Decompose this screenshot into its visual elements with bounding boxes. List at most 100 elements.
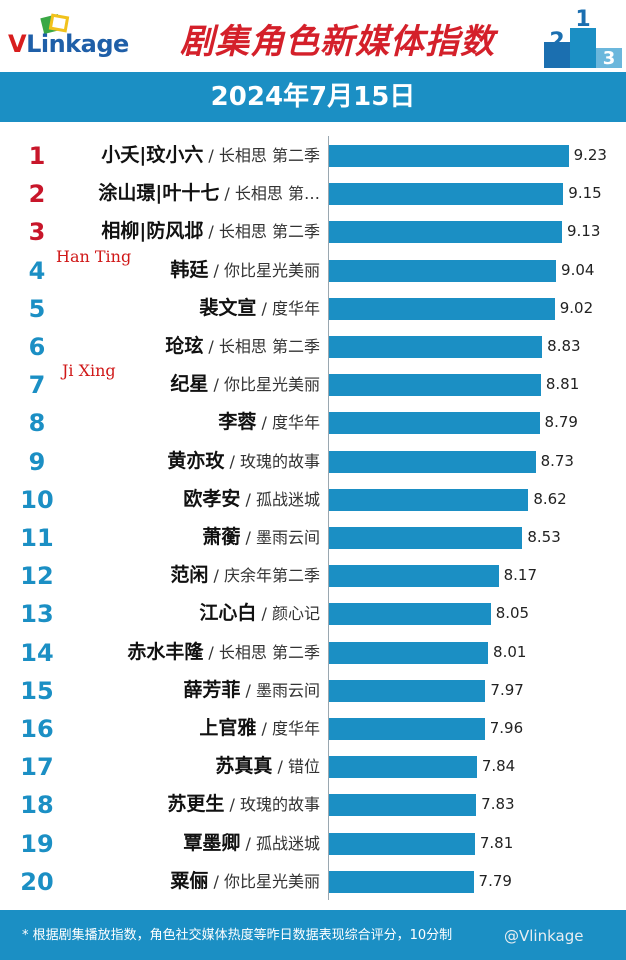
label-separator: /	[203, 222, 219, 242]
rank-number: 20	[20, 867, 54, 896]
role-name: 上官雅	[199, 717, 257, 739]
rank-number: 16	[20, 715, 54, 743]
role-name: 萧蘅	[202, 526, 241, 548]
drama-name: 你比星光美丽	[223, 375, 320, 395]
label-separator: /	[224, 451, 240, 471]
bar	[329, 450, 536, 473]
rank-number: 8	[28, 409, 46, 438]
drama-name: 长相思 第二季	[218, 642, 320, 662]
drama-name: 度华年	[271, 413, 320, 433]
rank-number: 4	[28, 256, 46, 285]
rank-number: 6	[28, 333, 46, 361]
bar-label: 赤水丰隆 / 长相思 第二季	[127, 633, 320, 671]
chart-row: 13 江心白 / 颜心记 8.05	[0, 594, 626, 632]
chart-row: 10 欧孝安 / 孤战迷城 8.62	[0, 480, 626, 518]
bar	[329, 603, 491, 626]
chart-row: 8 李蓉 / 度华年 8.79	[0, 403, 626, 441]
drama-name: 你比星光美丽	[223, 260, 320, 280]
drama-name: 长相思 第…	[234, 184, 320, 204]
role-name: 江心白	[199, 602, 257, 625]
bar-label: 苏更生 / 玫瑰的故事	[167, 785, 320, 823]
label-separator: /	[224, 795, 240, 815]
drama-name: 庆余年第二季	[223, 566, 320, 586]
bar	[329, 145, 569, 167]
bar	[329, 336, 543, 358]
role-name: 小夭|玟小六	[101, 144, 204, 166]
podium-icon: 2 1 3	[544, 8, 622, 68]
value-label: 9.04	[561, 260, 595, 279]
bar-label: 欧孝安 / 孤战迷城	[183, 480, 320, 518]
chart-row: 20 粟俪 / 你比星光美丽 7.79	[0, 862, 626, 900]
label-separator: /	[219, 184, 235, 204]
role-name: 欧孝安	[183, 487, 241, 510]
chart-row: 6 玱玹 / 长相思 第二季 8.83	[0, 327, 626, 365]
label-separator: /	[208, 375, 224, 395]
chart-row: 19 覃墨卿 / 孤战迷城 7.81	[0, 824, 626, 862]
rank-number: 10	[20, 485, 54, 514]
drama-name: 孤战迷城	[255, 489, 320, 509]
value-label: 8.73	[540, 451, 574, 470]
value-label: 8.05	[495, 604, 530, 623]
label-separator: /	[272, 757, 288, 777]
rank-number: 9	[28, 447, 46, 476]
role-name: 粟俪	[170, 869, 209, 892]
label-separator: /	[203, 642, 219, 662]
ranking-bar-chart: 1 小夭|玟小六 / 长相思 第二季 9.23 2 涂山璟|叶十七 / 长相思 第… 9.…	[0, 122, 626, 910]
drama-name: 你比星光美丽	[223, 871, 320, 891]
value-label: 7.83	[481, 795, 515, 814]
bar-label: 李蓉 / 度华年	[218, 403, 320, 441]
role-name: 裴文宣	[199, 296, 257, 319]
value-label: 8.79	[544, 413, 578, 432]
bar	[329, 718, 485, 740]
role-name: 薛芳菲	[183, 678, 241, 701]
value-label: 8.53	[527, 528, 561, 546]
bar	[329, 527, 523, 549]
role-name: 韩廷	[170, 258, 209, 281]
bar	[329, 794, 477, 817]
bar	[329, 756, 477, 779]
drama-name: 墨雨云间	[255, 680, 320, 700]
bar	[329, 259, 557, 282]
bar-label: 薛芳菲 / 墨雨云间	[183, 671, 320, 709]
bar-label: 涂山璟|叶十七 / 长相思 第…	[98, 174, 320, 212]
role-name: 李蓉	[218, 411, 257, 434]
podium-label-3: 3	[603, 48, 616, 68]
bar	[329, 183, 564, 206]
role-name: 苏更生	[167, 793, 225, 816]
rank-number: 14	[20, 638, 54, 667]
label-separator: /	[208, 871, 224, 891]
value-label: 9.15	[568, 184, 602, 203]
bar	[329, 641, 489, 664]
bar	[329, 297, 555, 320]
drama-name: 玫瑰的故事	[239, 795, 320, 815]
label-separator: /	[203, 146, 219, 165]
rank-number: 7	[28, 371, 46, 400]
value-label: 8.83	[547, 337, 581, 355]
bar	[329, 488, 529, 511]
rank-number: 17	[20, 753, 54, 782]
drama-name: 错位	[287, 757, 320, 777]
rank-number: 3	[28, 218, 46, 247]
bar-label: 黄亦玫 / 玫瑰的故事	[167, 442, 320, 480]
bar-label: 玱玹 / 长相思 第二季	[165, 327, 320, 365]
chart-row: 11 萧蘅 / 墨雨云间 8.53	[0, 518, 626, 556]
value-label: 9.02	[559, 298, 594, 317]
bar-label: 粟俪 / 你比星光美丽	[170, 862, 320, 900]
bar	[329, 374, 541, 397]
label-separator: /	[240, 528, 256, 547]
value-label: 9.13	[566, 222, 601, 241]
bar-label: 萧蘅 / 墨雨云间	[202, 518, 320, 556]
bar	[329, 832, 475, 855]
chart-row: 15 薛芳菲 / 墨雨云间 7.97	[0, 671, 626, 709]
weibo-watermark: @Vlinkage	[504, 927, 584, 945]
bar	[329, 565, 499, 588]
chart-row: 7 纪星 / 你比星光美丽 8.81	[0, 365, 626, 403]
drama-name: 长相思 第二季	[218, 337, 320, 356]
rank-number: 13	[20, 600, 54, 629]
header: VLinkage 剧集角色新媒体指数 2 1 3	[0, 0, 626, 72]
drama-name: 度华年	[271, 298, 320, 318]
bar	[329, 679, 486, 702]
chart-row: 16 上官雅 / 度华年 7.96	[0, 709, 626, 747]
label-separator: /	[208, 260, 224, 280]
value-label: 7.84	[481, 757, 516, 776]
